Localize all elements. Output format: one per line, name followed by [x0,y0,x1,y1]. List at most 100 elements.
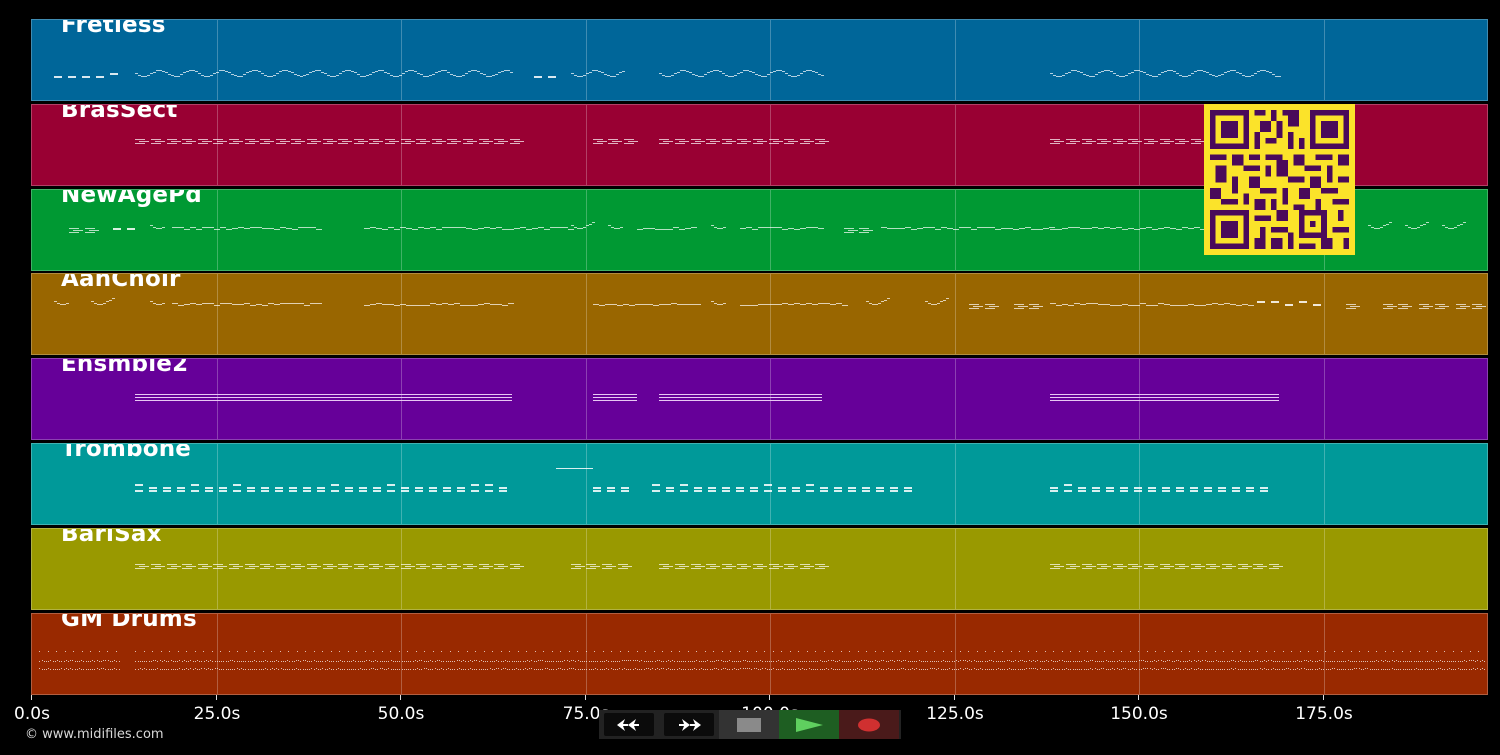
note [1204,487,1213,489]
drum-hit [1367,651,1369,652]
drum-hit [335,669,337,670]
drum-hit [861,660,863,661]
track-gm-drums[interactable]: GM Drums [31,613,1488,695]
drum-hit [190,660,192,661]
note [191,484,200,486]
drum-hit [1169,669,1171,670]
track-ensmble2[interactable]: Ensmble2 [31,358,1488,440]
drum-hit [81,660,83,661]
piano-roll[interactable]: Fretless BrasSect NewAgePd AahChoir Ensmble2… [31,19,1488,695]
note [207,76,211,77]
drum-hit [793,660,795,661]
drum-hit [415,651,417,652]
drum-hit [225,669,227,670]
drum-hit [1325,661,1327,662]
note [256,304,263,305]
note [213,564,224,565]
track-trombone[interactable]: Trombone [31,443,1488,525]
drum-hit [148,669,150,670]
note [1382,225,1386,226]
gridline [1324,274,1325,354]
drum-hit [1422,661,1424,662]
track-aahchoir[interactable]: AahChoir [31,273,1488,355]
drum-hit [326,660,328,661]
drum-hit [1019,669,1021,670]
note [1092,76,1096,77]
note [418,305,425,306]
drum-hit [775,669,777,670]
note [544,229,551,230]
note [186,141,197,142]
note [490,304,497,305]
drum-hit [478,669,480,670]
drum-hit [927,669,929,670]
drum-hit [922,669,924,670]
drum-hit [221,661,223,662]
drum-hit [1189,660,1191,661]
play-button[interactable] [779,710,839,739]
drum-hit [562,661,564,662]
drum-hit [775,661,777,662]
note [197,139,208,140]
drum-hit [683,669,685,670]
note [1425,222,1429,223]
note [562,227,569,228]
note [205,487,214,489]
note [889,490,898,492]
drum-hit [298,660,300,661]
fast-forward-button[interactable] [659,710,719,739]
note [752,305,759,306]
drum-hit [848,669,850,670]
drum-hit [469,668,471,669]
note [454,303,461,304]
note [510,72,514,73]
note [861,487,870,489]
note [1146,305,1153,306]
drum-hit [1345,661,1347,662]
note [1194,141,1205,142]
drum-hit [542,660,544,661]
drum-hit [1257,660,1259,661]
drum-hit [559,668,561,669]
drum-hit [513,661,515,662]
drum-hit [1299,651,1301,652]
drum-hit [196,669,198,670]
drum-hit [951,651,953,652]
drum-hit [555,661,557,662]
gridline [217,444,218,524]
drum-hit [78,668,80,669]
note [485,490,494,492]
drum-hit [322,661,324,662]
note [1367,225,1371,226]
stop-button[interactable] [719,710,779,739]
note [763,490,772,492]
note [592,143,603,144]
drum-hit [1336,669,1338,670]
note [903,487,912,489]
drum-hit [1215,660,1217,661]
note [68,228,79,229]
drum-hit [135,661,137,662]
drum-hit [467,669,469,670]
rewind-button[interactable] [599,710,659,739]
note [438,71,442,72]
track-fretless[interactable]: Fretless [31,19,1488,101]
note [400,564,411,565]
record-button[interactable] [839,710,899,739]
drum-hit [885,661,887,662]
drum-hit [454,669,456,670]
note [617,564,628,565]
drum-hit [216,668,218,669]
drum-hit [139,668,141,669]
drum-hit [1059,669,1061,670]
drum-hit [441,661,443,662]
note [659,139,670,140]
note [988,227,995,228]
drum-hit [47,651,49,652]
drum-hit [260,661,262,662]
note [689,72,693,73]
track-barisax[interactable]: BariSax [31,528,1488,610]
note [471,70,475,71]
note [1170,228,1177,229]
ruler-tick [769,695,770,700]
